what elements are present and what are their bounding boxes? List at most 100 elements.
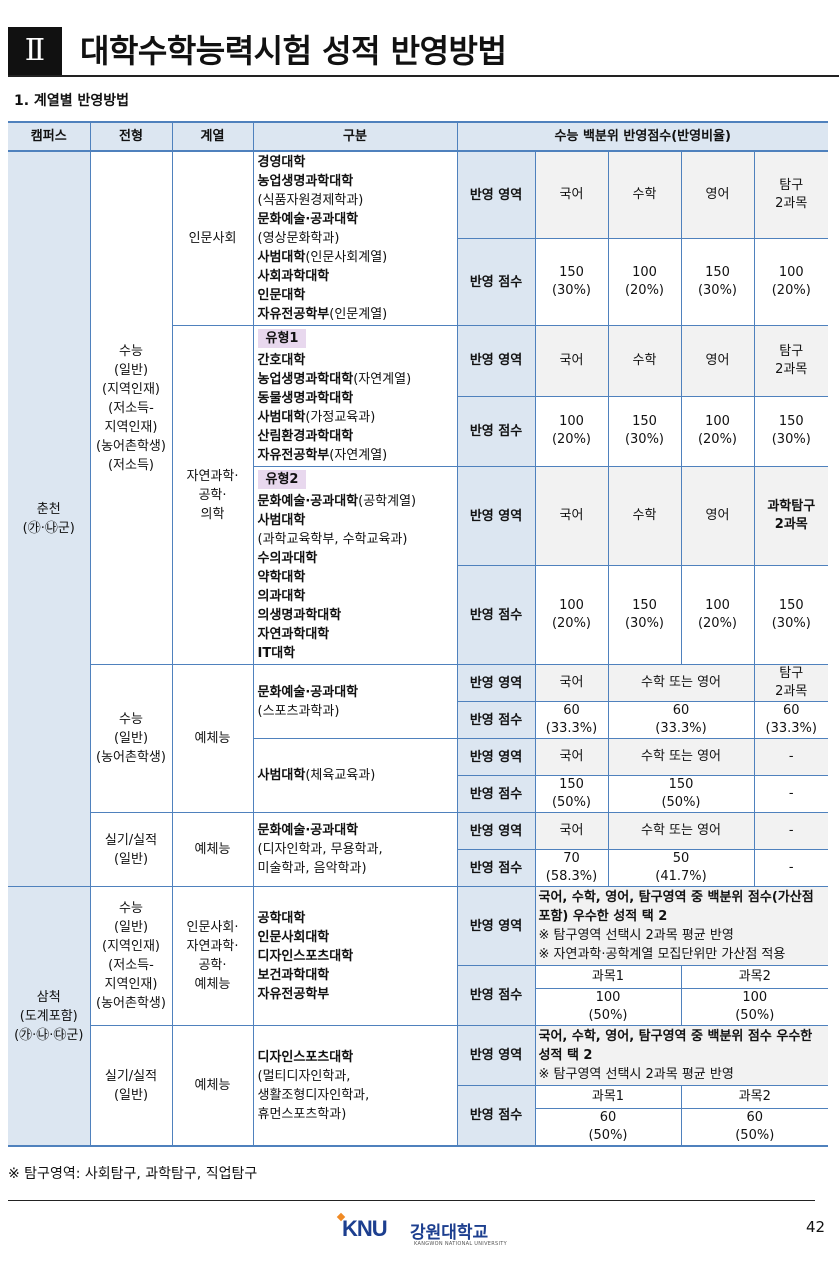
unit-name: 공학대학 (257, 910, 306, 926)
text-line: 예체능 (194, 977, 231, 992)
text-line: 150 (632, 414, 657, 430)
unit-detail: (자연계열) (329, 448, 388, 463)
area-cell: 수학 (607, 150, 682, 240)
score-cell: 150 (30%) (534, 238, 609, 326)
page-title: 대학수학능력시험 성적 반영방법 (80, 32, 507, 70)
subject-cell: 과목2 (680, 1085, 829, 1109)
text-line: 2과목 (775, 196, 808, 212)
score-cell: 60 (33.3%) (607, 701, 755, 739)
table-row: 60 (50%) 60 (50%) (8, 1108, 829, 1147)
text-line: 100 (595, 990, 621, 1005)
area-label: 반영 영역 (456, 738, 536, 776)
text-line: 150 (632, 598, 657, 613)
text-line: 100 (742, 990, 768, 1005)
text-line: (일반) (113, 920, 149, 935)
area-cell: 영어 (680, 150, 755, 240)
table-row: 실기/실적 (일반) 예체능 디자인스포츠대학 (멀티디자인학과, 생활조형디자인학과,… (8, 1025, 829, 1147)
text-line: (도계포함) (19, 1008, 78, 1024)
unit-name: 디자인스포츠대학 (257, 1049, 354, 1065)
area-description: 국어, 수학, 영어, 탐구영역 중 백분위 점수(가산점 포함) 우수한 성적… (534, 886, 829, 966)
text-line: 60 (599, 1110, 617, 1125)
table-row: 삼척 (도계포함) (㉮·㉯·㉰군) 수능 (일반) (지역인재) (저소득- 지역인재) (농… (8, 886, 829, 1147)
unit-name: 산림환경과학대학 (257, 429, 354, 444)
area-cell: 수학 또는 영어 (607, 812, 755, 850)
column-header: 수능 백분위 반영점수(반영비율) (456, 121, 829, 152)
score-label: 반영 점수 (457, 775, 536, 813)
text-line: 과학탐구 (767, 499, 816, 514)
unit-detail: 휴먼스포츠학과) (257, 1106, 347, 1122)
unit-name: 사범대학 (257, 768, 306, 783)
type-badge: 유형1 (257, 329, 307, 348)
area-cell: 탐구 2과목 (753, 150, 829, 240)
text-line: 수학 (632, 352, 657, 368)
score-cell: 60 (50%) (680, 1108, 829, 1147)
score-label: 반영 점수 (457, 701, 536, 739)
unit-detail: ※ 탐구영역 선택시 2과목 평균 반영 (538, 928, 734, 943)
table-row: 자연과학· 공학· 의학 유형1 간호대학 농업생명과학대학(자연계열) 동물생명과학대학 사… (8, 325, 829, 665)
text-line: 2과목 (774, 517, 808, 532)
unit-name: 자연과학대학 (257, 627, 330, 642)
text-line: 50 (672, 851, 690, 866)
text-line: - (788, 749, 794, 764)
type-badge: 유형2 (257, 470, 307, 489)
area-cell: 국어 (534, 325, 609, 397)
text-line: 수능 (119, 712, 143, 727)
table-row: 반영 점수 60 (33.3%) 60 (33.3%) 60 (33.3%) (8, 701, 829, 739)
area-cell: 국어 (534, 466, 609, 566)
area-description: 국어, 수학, 영어, 탐구영역 중 백분위 점수 우수한 성적 택 2 ※ 탐구… (534, 1025, 829, 1086)
text-line: (50%) (588, 1128, 628, 1143)
text-line: 국어 (559, 352, 584, 368)
text-line: - (788, 786, 794, 801)
score-cell: 150 (50%) (534, 775, 609, 813)
unit-detail: (공학계열) (358, 494, 417, 509)
area-cell: 국어 (534, 664, 609, 702)
text-line: (50%) (735, 1008, 775, 1023)
text-line: (50%) (551, 795, 592, 810)
text-line: 지역인재) (104, 419, 158, 435)
table-body: 춘천 (㉮·㉯군) 수능 (일반) (지역인재) (저소득- 지역인재) (농어촌학생) (저소… (8, 150, 829, 1147)
units-cell: 문화예술·공과대학 (디자인학과, 무용학과, 미술학과, 음악학과) (252, 812, 458, 887)
text-line: (지역인재) (102, 939, 160, 954)
text-line: 국어 (559, 508, 584, 523)
text-line: (㉮·㉯·㉰군) (14, 1027, 84, 1043)
table-row: 반영 점수 150 (30%) 100 (20%) 150 (30%) 100 (20%) (8, 238, 829, 326)
unit-name: 자유전공학부 (257, 307, 330, 322)
unit-name: 인문사회대학 (257, 929, 330, 945)
table-row: 반영 점수 과목1 과목2 (8, 1085, 829, 1147)
text-line: 150 (559, 777, 584, 792)
score-cell: - (753, 849, 829, 887)
text-line: (20%) (551, 616, 592, 631)
area-cell: - (753, 738, 829, 776)
table-row: 수능 (일반) (농어촌학생) 예체능 문화예술·공과대학 (스포츠과학과) 반영 영역 국어… (8, 664, 829, 813)
text-line: (20%) (771, 283, 811, 299)
text-line: 150 (668, 777, 694, 792)
unit-name: 자유전공학부 (257, 448, 330, 463)
area-label: 반영 영역 (456, 150, 536, 240)
text-line: 100 (559, 414, 584, 430)
text-line: (일반) (113, 1087, 149, 1103)
unit-detail: (영상문화학과) (257, 231, 340, 246)
area-cell: 과학탐구 2과목 (753, 466, 829, 566)
unit-name: 농업생명과학대학 (257, 174, 354, 189)
field-cell: 예체능 (171, 1025, 254, 1147)
text-line: 수능 (119, 901, 143, 916)
unit-name: 디자인스포츠대학 (257, 948, 354, 964)
area-label: 반영 영역 (456, 886, 536, 966)
area-label: 반영 영역 (456, 664, 536, 702)
text-line: - (788, 823, 794, 838)
unit-name: 문화예술·공과대학 (257, 494, 359, 509)
text-line: 수학 또는 영어 (640, 675, 722, 690)
score-cell: 50 (41.7%) (607, 849, 755, 887)
text-line: 공학· (198, 958, 227, 973)
score-cell: 100 (20%) (534, 565, 609, 665)
text-line: 삼척 (36, 989, 61, 1005)
text-line: (30%) (551, 283, 592, 299)
unit-name: 국어, 수학, 영어, 탐구영역 중 백분위 점수(가산점 포함) 우수한 성적… (538, 890, 814, 924)
unit-detail: (멀티디자인학과, (257, 1068, 351, 1084)
table-row: 사범대학(체육교육과) 반영 영역 국어 수학 또는 영어 - (8, 738, 829, 813)
page-header: Ⅱ 대학수학능력시험 성적 반영방법 (8, 27, 839, 77)
text-line: (㉮·㉯군) (22, 521, 75, 536)
unit-name: 사범대학 (257, 513, 306, 528)
unit-name: 문화예술·공과대학 (257, 212, 359, 227)
score-label: 반영 점수 (457, 395, 536, 467)
